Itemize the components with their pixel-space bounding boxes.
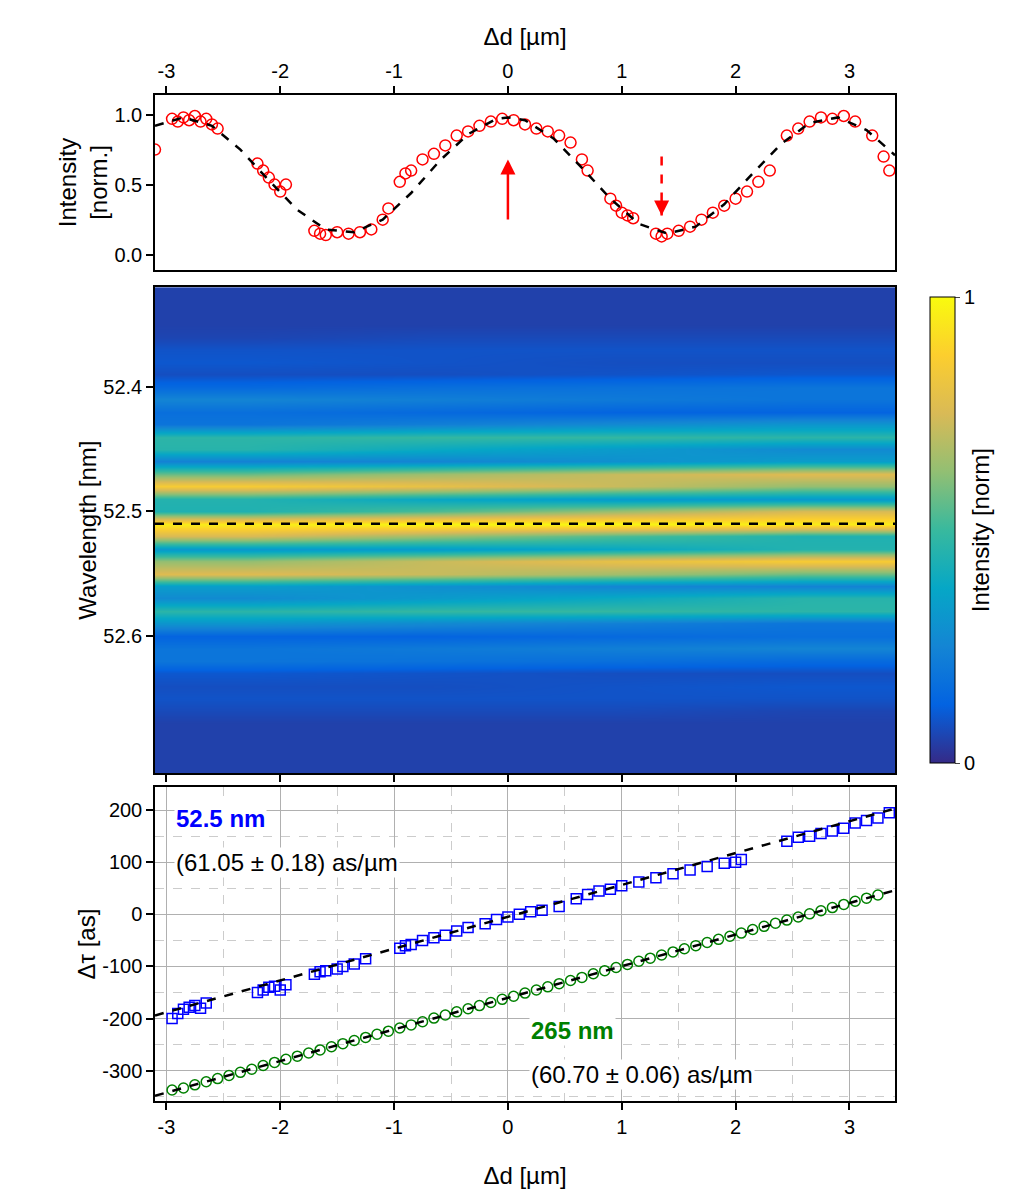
svg-text:Δd [µm]: Δd [µm]: [483, 1162, 566, 1189]
svg-text:2: 2: [730, 60, 741, 82]
svg-text:1.0: 1.0: [114, 104, 142, 126]
svg-text:Δτ [as]: Δτ [as]: [73, 909, 100, 980]
svg-text:1: 1: [616, 60, 627, 82]
svg-text:2: 2: [730, 1116, 741, 1138]
svg-text:-2: -2: [271, 1116, 289, 1138]
svg-text:52.5 nm: 52.5 nm: [176, 805, 265, 832]
svg-text:0: 0: [964, 752, 975, 774]
svg-text:-3: -3: [157, 60, 175, 82]
svg-text:52.4: 52.4: [103, 376, 142, 398]
svg-text:-1: -1: [385, 60, 403, 82]
svg-text:0.0: 0.0: [114, 244, 142, 266]
svg-text:Δd [µm]: Δd [µm]: [483, 23, 566, 50]
svg-text:3: 3: [844, 1116, 855, 1138]
svg-text:0.5: 0.5: [114, 174, 142, 196]
svg-text:52.6: 52.6: [103, 625, 142, 647]
svg-text:-200: -200: [102, 1008, 142, 1030]
svg-text:Wavelength [nm]: Wavelength [nm]: [74, 440, 101, 619]
svg-text:-2: -2: [271, 60, 289, 82]
svg-text:Intensity[norm.]: Intensity[norm.]: [54, 138, 112, 227]
svg-text:Intensity [norm]: Intensity [norm]: [967, 448, 994, 612]
svg-text:-300: -300: [102, 1060, 142, 1082]
svg-text:(60.70 ± 0.06) as/µm: (60.70 ± 0.06) as/µm: [531, 1061, 753, 1088]
svg-text:3: 3: [844, 60, 855, 82]
svg-text:200: 200: [109, 799, 142, 821]
svg-text:-1: -1: [385, 1116, 403, 1138]
svg-text:-3: -3: [157, 1116, 175, 1138]
svg-text:265 nm: 265 nm: [531, 1017, 614, 1044]
svg-text:(61.05 ± 0.18) as/µm: (61.05 ± 0.18) as/µm: [176, 849, 398, 876]
svg-text:100: 100: [109, 851, 142, 873]
svg-text:1: 1: [616, 1116, 627, 1138]
svg-text:0: 0: [502, 1116, 513, 1138]
svg-text:1: 1: [964, 286, 975, 308]
svg-text:-100: -100: [102, 955, 142, 977]
svg-text:0: 0: [502, 60, 513, 82]
svg-text:52.5: 52.5: [103, 500, 142, 522]
svg-text:0: 0: [131, 903, 142, 925]
